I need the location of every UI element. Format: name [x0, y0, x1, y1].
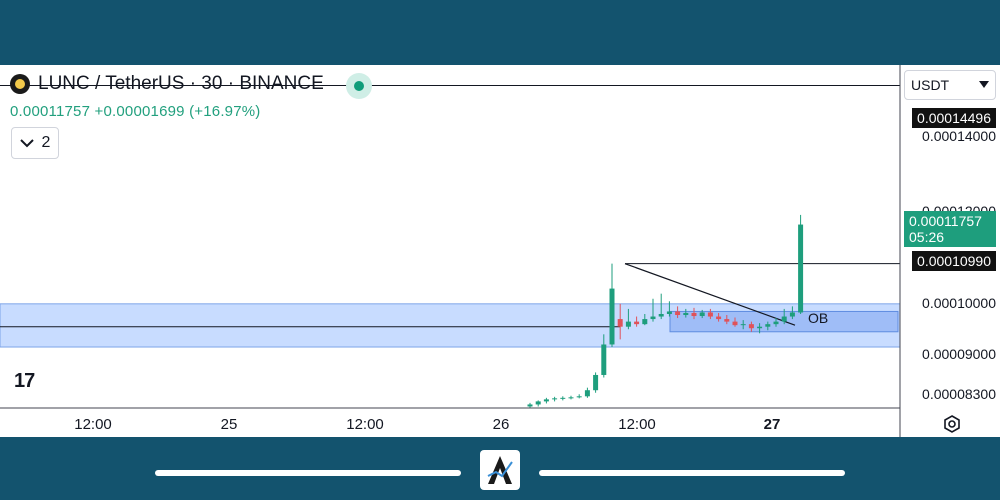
candle-body [527, 404, 533, 407]
symbol-title: LUNC / TetherUS · 30 · BINANCE [38, 73, 324, 94]
last-price-value: 0.00011757 [909, 213, 982, 229]
candle-body [691, 312, 697, 317]
price-label: 0.00008300 [922, 386, 996, 402]
candle-body [634, 321, 640, 325]
symbol-header[interactable]: LUNC / TetherUS · 30 · BINANCE [10, 73, 324, 95]
currency-select[interactable]: USDT [904, 70, 996, 100]
candle-body [683, 312, 689, 316]
candle-body [798, 224, 804, 313]
candle-body [666, 311, 672, 314]
candle-body [601, 344, 607, 375]
time-label: 26 [492, 416, 510, 433]
last-price-tag: 0.00011757 05:26 [904, 211, 996, 247]
candle-body [765, 324, 771, 327]
candle-body [535, 401, 541, 405]
candle-body [650, 316, 656, 320]
candle-body [593, 374, 599, 391]
level-price-tag: 0.00010990 [912, 251, 996, 271]
candle-body [789, 312, 795, 317]
time-label: 25 [220, 416, 238, 433]
candle-body [552, 398, 558, 400]
indicator-count: 2 [41, 134, 51, 151]
candlestick-chart[interactable] [0, 65, 1000, 437]
candle-body [732, 321, 738, 326]
price-change-line: 0.00011757 +0.00001699 (+16.97%) [10, 103, 261, 120]
order-block-label: OB [808, 310, 829, 326]
candle-body [781, 316, 787, 322]
candle-body [724, 319, 730, 322]
candle-body [658, 313, 664, 317]
candle-body [699, 312, 705, 317]
candle-body [707, 312, 713, 317]
candle-body [642, 319, 648, 325]
chevron-down-icon [19, 139, 34, 148]
candle-body [609, 288, 615, 345]
currency-value: USDT [911, 77, 950, 93]
time-label-day: 27 [763, 416, 781, 433]
price-label: 0.00014000 [922, 128, 996, 144]
settings-icon[interactable] [942, 414, 962, 434]
candle-countdown: 05:26 [909, 229, 945, 245]
candle-body [576, 396, 582, 398]
candle-body [617, 319, 623, 327]
time-label: 12:00 [346, 416, 384, 433]
tradingview-logo: 17 [14, 370, 35, 392]
market-open-icon [346, 73, 372, 99]
lunc-coin-icon [10, 74, 30, 94]
indicators-toggle-button[interactable]: 2 [11, 127, 59, 159]
candle-body [584, 390, 590, 397]
dropdown-arrow-icon [979, 81, 989, 88]
candle-body [757, 326, 763, 329]
candle-body [543, 399, 549, 402]
candle-body [773, 321, 779, 325]
high-price-tag: 0.00014496 [912, 108, 996, 128]
candle-body [568, 397, 574, 399]
time-label: 12:00 [618, 416, 656, 433]
time-label: 12:00 [74, 416, 112, 433]
chart-area[interactable] [0, 65, 1000, 437]
nav-bar-right [539, 470, 845, 476]
trend-line [624, 263, 796, 326]
price-label: 0.00009000 [922, 346, 996, 362]
candle-body [675, 311, 681, 316]
nav-bar-left [155, 470, 461, 476]
candle-body [716, 316, 722, 320]
app-logo-icon [480, 450, 520, 490]
price-label: 0.00010000 [922, 295, 996, 311]
candle-body [740, 324, 746, 326]
candle-body [625, 321, 631, 327]
candle-body [748, 324, 754, 329]
candle-body [560, 397, 566, 399]
